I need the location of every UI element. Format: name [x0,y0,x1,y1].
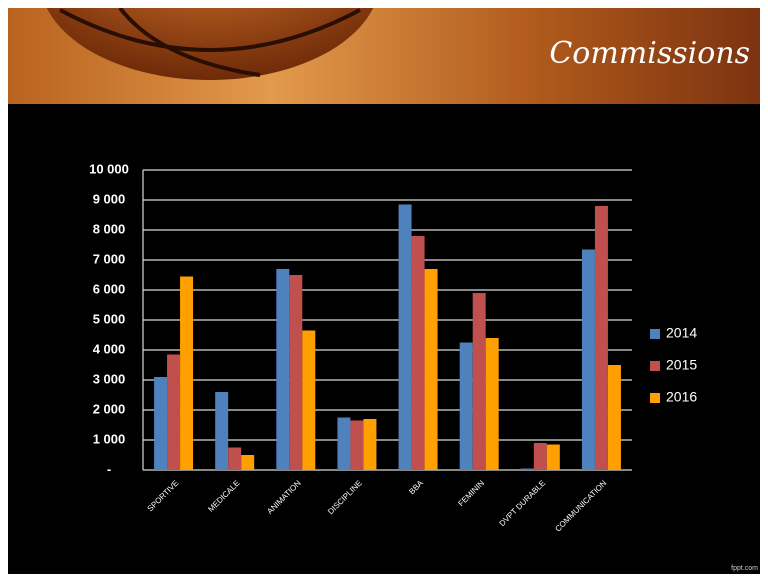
bar [363,419,377,470]
legend-label: 2015 [666,357,697,373]
y-tick-label: 4 000 [93,341,126,356]
y-tick-label: 9 000 [93,191,126,206]
bar [533,443,547,470]
footer: fppt.com [731,565,758,572]
slide-title: Commissions [549,36,750,71]
bar [472,293,486,470]
bar [411,236,425,470]
legend-swatch [650,329,660,339]
legend-label: 2014 [666,325,697,341]
bar [459,342,473,470]
y-tick-label: 3 000 [93,371,126,386]
bar [228,447,242,470]
legend-label: 2016 [666,389,697,405]
bar [167,354,181,470]
bar [337,417,351,470]
y-tick-label: 10 000 [89,161,129,176]
bar [215,392,229,470]
bar [607,365,621,470]
bar [276,269,290,470]
basketball [43,0,377,80]
bar [594,206,608,470]
legend-swatch [650,393,660,403]
bar [350,420,364,470]
bar [581,249,595,470]
bar [424,269,438,470]
y-tick-label: 6 000 [93,281,126,296]
y-tick-label: 1 000 [93,431,126,446]
bar [154,377,168,470]
y-tick-label: 2 000 [93,401,126,416]
bar [289,275,303,470]
bar [302,330,316,470]
bar [241,455,255,470]
y-tick-label: - [107,461,111,476]
bar [485,338,499,470]
bar [180,276,194,470]
y-tick-label: 5 000 [93,311,126,326]
y-tick-label: 7 000 [93,251,126,266]
y-tick-label: 8 000 [93,221,126,236]
legend-swatch [650,361,660,371]
bar [398,204,412,470]
bar [520,468,534,470]
bar [546,444,560,470]
